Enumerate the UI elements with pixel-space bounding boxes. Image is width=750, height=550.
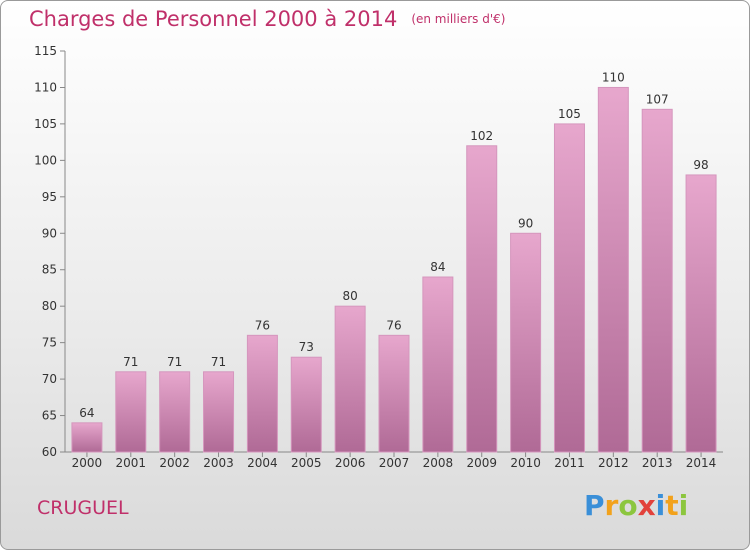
bar-2003 <box>203 371 235 453</box>
y-tick-label: 95 <box>42 190 57 204</box>
y-tick-label: 90 <box>42 226 57 240</box>
x-tick-label: 2005 <box>291 456 322 470</box>
logo-letter: i <box>678 489 689 522</box>
x-tick-label: 2004 <box>247 456 278 470</box>
x-tick-label: 2001 <box>116 456 147 470</box>
logo-letter: i <box>655 489 666 522</box>
logo-letter: t <box>665 489 679 522</box>
value-label: 110 <box>602 70 625 84</box>
value-label: 73 <box>299 340 314 354</box>
bar-2014 <box>685 174 717 453</box>
y-tick-label: 100 <box>34 153 57 167</box>
value-label: 71 <box>167 355 182 369</box>
chart-title: Charges de Personnel 2000 à 2014 (en mill… <box>29 7 505 31</box>
proxiti-logo: Proxiti <box>584 489 688 522</box>
x-tick-label: 2013 <box>642 456 673 470</box>
y-tick-label: 75 <box>42 336 57 350</box>
bar-2005 <box>290 356 322 453</box>
value-label: 71 <box>211 355 226 369</box>
value-label: 102 <box>470 129 493 143</box>
value-label: 76 <box>255 318 270 332</box>
x-tick-label: 2006 <box>335 456 366 470</box>
value-label: 105 <box>558 107 581 121</box>
logo-letter: P <box>584 489 605 522</box>
chart-subtitle: (en milliers d'€) <box>411 12 506 26</box>
bar-2012 <box>597 86 629 453</box>
y-tick-label: 85 <box>42 263 57 277</box>
y-tick-label: 60 <box>42 445 57 459</box>
chart-title-text: Charges de Personnel 2000 à 2014 <box>29 7 398 31</box>
y-tick-label: 110 <box>34 80 57 94</box>
logo-letter: x <box>637 489 656 522</box>
bar-2009 <box>466 145 498 453</box>
bar-2008 <box>422 276 454 453</box>
bar-2002 <box>159 371 191 453</box>
commune-name: CRUGUEL <box>37 497 129 519</box>
x-tick-label: 2012 <box>598 456 629 470</box>
value-label: 64 <box>79 406 94 420</box>
x-tick-label: 2011 <box>554 456 585 470</box>
x-tick-label: 2009 <box>466 456 497 470</box>
y-tick-label: 65 <box>42 409 57 423</box>
y-tick-label: 115 <box>34 44 57 58</box>
value-label: 71 <box>123 355 138 369</box>
value-label: 80 <box>342 289 357 303</box>
bar-2000 <box>71 422 103 453</box>
x-tick-label: 2014 <box>686 456 717 470</box>
value-label: 107 <box>646 92 669 106</box>
value-label: 98 <box>693 158 708 172</box>
bar-2001 <box>115 371 147 453</box>
value-label: 90 <box>518 216 533 230</box>
x-tick-label: 2007 <box>379 456 410 470</box>
value-label: 84 <box>430 260 445 274</box>
bar-2004 <box>246 334 278 453</box>
x-tick-label: 2010 <box>510 456 541 470</box>
bar-2010 <box>510 232 542 453</box>
bar-2006 <box>334 305 366 453</box>
x-tick-label: 2000 <box>72 456 103 470</box>
logo-letter: o <box>618 489 638 522</box>
x-tick-label: 2003 <box>203 456 234 470</box>
x-tick-label: 2002 <box>159 456 190 470</box>
bar-2011 <box>553 123 585 453</box>
bar-2013 <box>641 108 673 453</box>
y-tick-label: 80 <box>42 299 57 313</box>
value-label: 76 <box>386 318 401 332</box>
logo-letter: r <box>604 489 619 522</box>
x-tick-label: 2008 <box>423 456 454 470</box>
bar-2007 <box>378 334 410 453</box>
y-tick-label: 70 <box>42 372 57 386</box>
y-tick-label: 105 <box>34 117 57 131</box>
